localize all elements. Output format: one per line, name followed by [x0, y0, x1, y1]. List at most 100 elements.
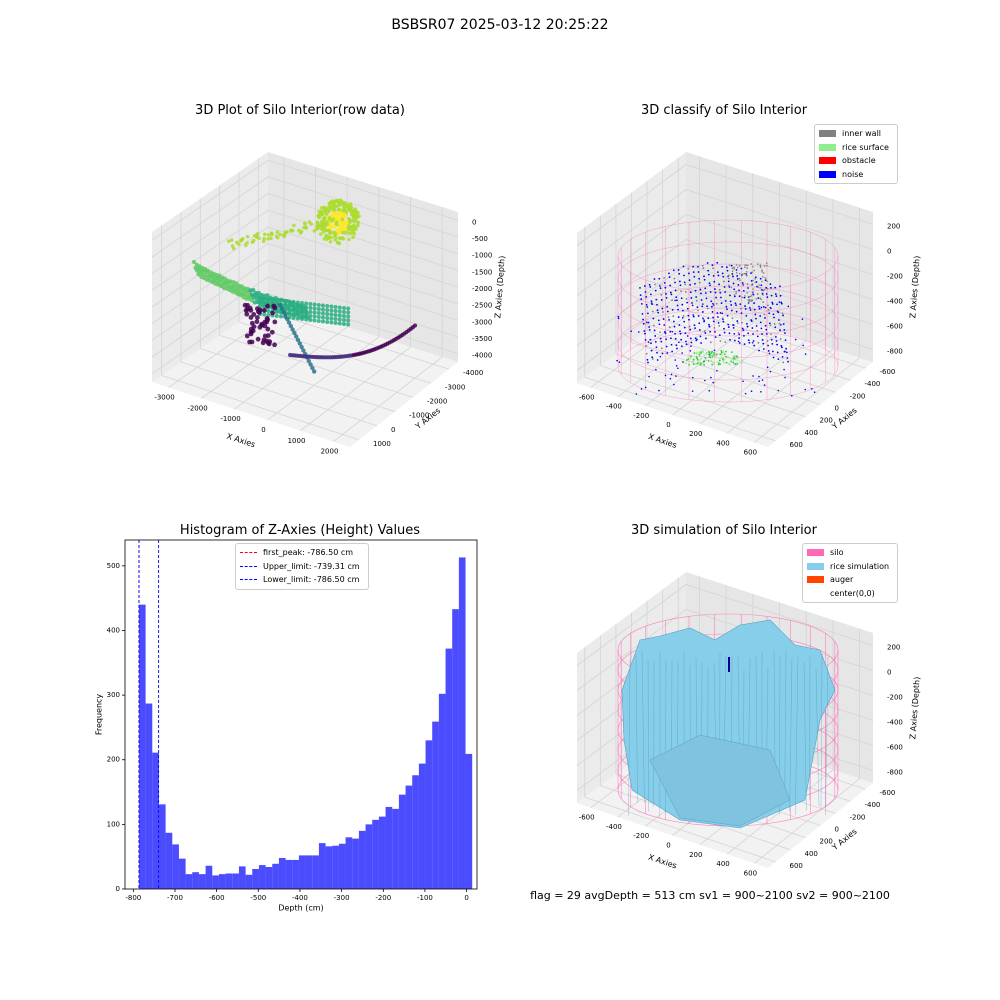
noise-point — [783, 368, 785, 371]
noise-point — [727, 326, 730, 328]
rice-surface-point — [721, 358, 724, 360]
data-point — [330, 204, 334, 208]
x-axis-label: Depth (cm) — [278, 904, 323, 913]
noise-point — [765, 293, 768, 295]
noise-point — [685, 343, 688, 346]
data-point — [269, 232, 274, 237]
noise-point — [774, 326, 777, 329]
noise-point — [659, 355, 662, 358]
simulation-surface-3d: -600-400-20002004006006004002000-200-400… — [576, 572, 922, 877]
noise-point — [712, 381, 715, 384]
data-point — [274, 310, 279, 314]
noise-point — [662, 311, 664, 313]
legend-entry-rice-simulation: rice simulation — [807, 560, 893, 574]
noise-point — [768, 322, 771, 325]
data-point — [316, 311, 321, 315]
noise-point — [736, 275, 739, 277]
noise-point — [650, 342, 652, 345]
legend-label: first_peak: -786.50 cm — [263, 548, 354, 558]
surface-mesh — [635, 654, 638, 803]
noise-point — [725, 266, 728, 269]
noise-point — [664, 374, 667, 377]
x-tick-label: -600 — [579, 814, 595, 822]
noise-point — [681, 316, 684, 319]
rice-surface-point — [716, 361, 719, 363]
noise-point — [659, 287, 662, 290]
noise-point — [765, 328, 768, 331]
noise-point — [715, 296, 718, 299]
histogram-bar — [418, 763, 426, 889]
y-tick-label: 0 — [835, 826, 839, 834]
noise-point — [692, 315, 695, 318]
noise-point — [655, 346, 658, 349]
data-point — [247, 305, 253, 311]
noise-point — [696, 338, 698, 341]
data-point — [251, 287, 256, 293]
legend-label: inner wall — [842, 129, 882, 139]
rice-surface-point — [705, 353, 708, 356]
noise-point — [630, 330, 633, 333]
noise-point — [759, 315, 762, 317]
noise-point — [670, 343, 673, 346]
noise-point — [656, 351, 658, 354]
rice-surface-point — [697, 359, 699, 361]
noise-point — [712, 274, 715, 277]
inner-wall-point — [750, 263, 753, 265]
rice-surface-point — [698, 355, 701, 357]
rice-surface-point — [699, 358, 702, 361]
noise-point — [677, 269, 680, 271]
noise-point — [700, 299, 703, 301]
noise-point — [671, 299, 673, 302]
noise-point — [647, 341, 650, 343]
data-point — [290, 327, 295, 332]
data-point — [259, 321, 265, 327]
inner-wall-point — [752, 279, 754, 282]
data-point — [316, 315, 321, 319]
data-point — [279, 298, 283, 303]
rice-surface-point — [685, 359, 688, 361]
noise-point — [735, 304, 737, 307]
x-tick-label: 0 — [464, 894, 468, 902]
data-point — [321, 319, 325, 324]
data-point — [316, 319, 321, 323]
noise-point — [723, 280, 725, 283]
data-point — [325, 222, 329, 227]
noise-point — [738, 289, 740, 292]
data-point — [245, 234, 250, 239]
noise-point — [678, 272, 681, 275]
data-point — [230, 244, 235, 248]
raw-plot-title: 3D Plot of Silo Interior(row data) — [195, 103, 405, 118]
noise-point — [697, 265, 699, 268]
noise-point — [671, 308, 674, 311]
noise-point — [770, 286, 772, 289]
rice-surface-point — [715, 353, 718, 356]
inner-wall-point — [728, 284, 730, 287]
noise-point — [642, 322, 645, 325]
histogram-bar — [278, 857, 286, 889]
noise-point — [721, 265, 723, 268]
inner-wall-point — [746, 292, 749, 294]
z-tick-label: -3500 — [472, 335, 492, 343]
histogram-bar — [258, 865, 266, 889]
x-tick-label: -300 — [334, 894, 350, 902]
histogram-bar — [332, 845, 339, 889]
noise-point — [689, 328, 692, 331]
data-point — [321, 230, 326, 234]
noise-point — [651, 356, 654, 359]
inner-wall-point — [733, 268, 735, 270]
legend-label: obstacle — [842, 156, 876, 166]
noise-point — [708, 325, 711, 328]
noise-point — [779, 294, 782, 297]
noise-point — [699, 288, 702, 291]
noise-point — [761, 339, 764, 341]
data-point — [283, 303, 288, 307]
noise-point — [637, 331, 640, 333]
rice-surface-point — [687, 356, 690, 359]
data-point — [352, 219, 356, 224]
data-point — [266, 232, 271, 237]
data-point — [290, 229, 295, 233]
inner-wall-point — [762, 272, 765, 274]
y-tick-label: 400 — [107, 626, 120, 634]
noise-point — [756, 293, 759, 295]
noise-point — [680, 297, 683, 300]
